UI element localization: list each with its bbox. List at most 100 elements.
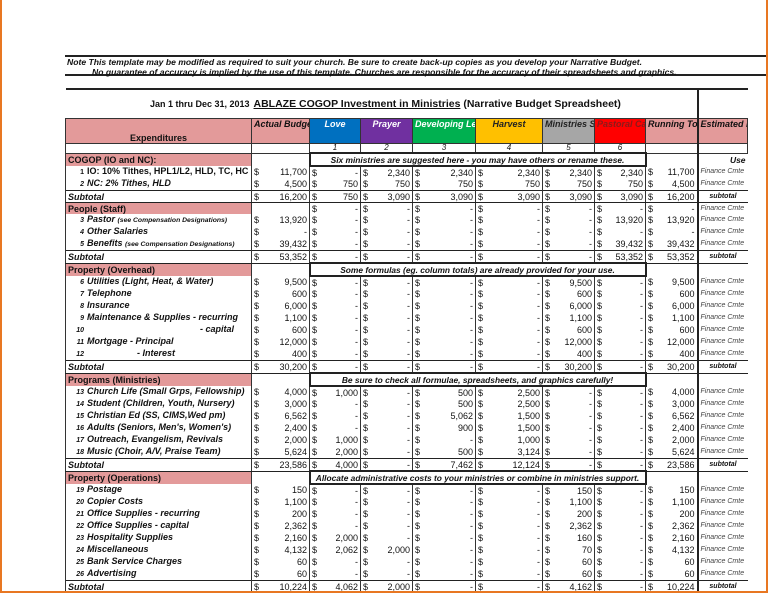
amount-cell[interactable]: $ - xyxy=(412,508,476,520)
amount-cell[interactable]: $5,624 xyxy=(251,446,310,459)
amount-cell[interactable]: $ - xyxy=(594,580,646,591)
amount-cell[interactable]: $ - xyxy=(360,556,413,568)
amount-cell[interactable]: $2,000 xyxy=(360,580,413,591)
amount-cell[interactable]: $ - xyxy=(412,520,476,532)
amount-cell[interactable]: $ - xyxy=(412,544,476,556)
amount-cell[interactable]: $ - xyxy=(309,312,361,324)
amount-cell[interactable]: $ - xyxy=(360,434,413,446)
amount-cell[interactable]: $3,090 xyxy=(475,190,543,203)
amount-cell[interactable]: $ - xyxy=(542,410,595,422)
amount-cell[interactable]: $ - xyxy=(594,202,646,214)
amount-cell[interactable]: $ - xyxy=(412,214,476,226)
amount-cell[interactable]: $ - xyxy=(251,226,310,238)
amount-cell[interactable]: $ - xyxy=(542,226,595,238)
amount-cell[interactable]: $ - xyxy=(412,336,476,348)
amount-cell[interactable]: $ - xyxy=(360,398,413,410)
amount-cell[interactable]: $7,462 xyxy=(412,458,476,472)
amount-cell[interactable]: $ - xyxy=(594,360,646,374)
amount-cell[interactable]: $ - xyxy=(360,458,413,472)
amount-cell[interactable]: $2,362 xyxy=(644,520,698,532)
amount-cell[interactable]: $600 xyxy=(542,324,595,336)
amount-cell[interactable]: $ - xyxy=(475,520,543,532)
amount-cell[interactable]: $6,000 xyxy=(542,300,595,312)
amount-cell[interactable]: $12,124 xyxy=(475,458,543,472)
amount-cell[interactable]: $ - xyxy=(594,544,646,556)
amount-cell[interactable]: $1,500 xyxy=(475,422,543,434)
amount-cell[interactable]: $4,062 xyxy=(309,580,361,591)
amount-cell[interactable]: $ - xyxy=(594,324,646,336)
amount-cell[interactable]: $ - xyxy=(475,324,543,336)
amount-cell[interactable]: $3,090 xyxy=(594,190,646,203)
amount-cell[interactable]: $6,562 xyxy=(644,410,698,422)
amount-cell[interactable]: $ - xyxy=(412,360,476,374)
amount-cell[interactable]: $ - xyxy=(594,484,646,496)
amount-cell[interactable]: $1,100 xyxy=(644,496,698,508)
amount-cell[interactable]: $200 xyxy=(251,508,310,520)
amount-cell[interactable]: $ - xyxy=(360,568,413,581)
amount-cell[interactable]: $ - xyxy=(412,348,476,361)
amount-cell[interactable]: $ - xyxy=(412,484,476,496)
amount-cell[interactable]: $ - xyxy=(412,238,476,251)
amount-cell[interactable]: $ - xyxy=(309,288,361,300)
amount-cell[interactable]: $30,200 xyxy=(644,360,698,374)
amount-cell[interactable]: $10,224 xyxy=(644,580,698,591)
amount-cell[interactable]: $ - xyxy=(360,386,413,398)
amount-cell[interactable]: $ - xyxy=(309,520,361,532)
amount-cell[interactable]: $ - xyxy=(360,288,413,300)
amount-cell[interactable]: $6,562 xyxy=(251,410,310,422)
amount-cell[interactable]: $5,062 xyxy=(412,410,476,422)
amount-cell[interactable]: $70 xyxy=(542,544,595,556)
amount-cell[interactable]: $ - xyxy=(412,288,476,300)
amount-cell[interactable]: $ - xyxy=(309,398,361,410)
amount-cell[interactable]: $ - xyxy=(360,508,413,520)
amount-cell[interactable]: $ - xyxy=(594,398,646,410)
amount-cell[interactable]: $ - xyxy=(360,496,413,508)
amount-cell[interactable]: $ - xyxy=(360,238,413,251)
amount-cell[interactable]: $2,000 xyxy=(309,446,361,459)
amount-cell[interactable]: $ - xyxy=(475,484,543,496)
amount-cell[interactable]: $160 xyxy=(542,532,595,544)
amount-cell[interactable]: $150 xyxy=(542,484,595,496)
amount-cell[interactable]: $60 xyxy=(542,556,595,568)
amount-cell[interactable]: $ - xyxy=(360,532,413,544)
amount-cell[interactable]: $ - xyxy=(309,508,361,520)
amount-cell[interactable]: $ - xyxy=(360,276,413,288)
amount-cell[interactable]: $ - xyxy=(594,532,646,544)
amount-cell[interactable]: $750 xyxy=(594,178,646,191)
amount-cell[interactable]: $4,000 xyxy=(309,458,361,472)
amount-cell[interactable]: $2,340 xyxy=(412,166,476,178)
amount-cell[interactable]: $ - xyxy=(594,520,646,532)
amount-cell[interactable]: $3,090 xyxy=(360,190,413,203)
amount-cell[interactable]: $ - xyxy=(594,568,646,581)
amount-cell[interactable]: $ - xyxy=(412,276,476,288)
amount-cell[interactable]: $900 xyxy=(412,422,476,434)
amount-cell[interactable]: $2,340 xyxy=(542,166,595,178)
amount-cell[interactable]: $60 xyxy=(251,556,310,568)
amount-cell[interactable]: $ - xyxy=(594,226,646,238)
amount-cell[interactable]: $ - xyxy=(594,496,646,508)
amount-cell[interactable]: $ - xyxy=(412,226,476,238)
amount-cell[interactable]: $ - xyxy=(360,300,413,312)
amount-cell[interactable]: $600 xyxy=(644,288,698,300)
amount-cell[interactable]: $ - xyxy=(360,324,413,336)
amount-cell[interactable]: $39,432 xyxy=(594,238,646,251)
amount-cell[interactable]: $3,090 xyxy=(412,190,476,203)
amount-cell[interactable]: $4,000 xyxy=(251,386,310,398)
amount-cell[interactable]: $ - xyxy=(360,360,413,374)
amount-cell[interactable]: $200 xyxy=(644,508,698,520)
amount-cell[interactable]: $ - xyxy=(360,202,413,214)
amount-cell[interactable]: $750 xyxy=(542,178,595,191)
amount-cell[interactable]: $500 xyxy=(412,398,476,410)
amount-cell[interactable]: $750 xyxy=(309,178,361,191)
amount-cell[interactable]: $1,000 xyxy=(475,434,543,446)
amount-cell[interactable]: $4,132 xyxy=(251,544,310,556)
amount-cell[interactable]: $ - xyxy=(412,568,476,581)
amount-cell[interactable]: $39,432 xyxy=(251,238,310,251)
amount-cell[interactable]: $30,200 xyxy=(542,360,595,374)
amount-cell[interactable]: $ - xyxy=(309,276,361,288)
amount-cell[interactable]: $ - xyxy=(360,250,413,264)
amount-cell[interactable]: $30,200 xyxy=(251,360,310,374)
amount-cell[interactable]: $ - xyxy=(542,458,595,472)
amount-cell[interactable]: $2,340 xyxy=(594,166,646,178)
amount-cell[interactable]: $ - xyxy=(309,568,361,581)
